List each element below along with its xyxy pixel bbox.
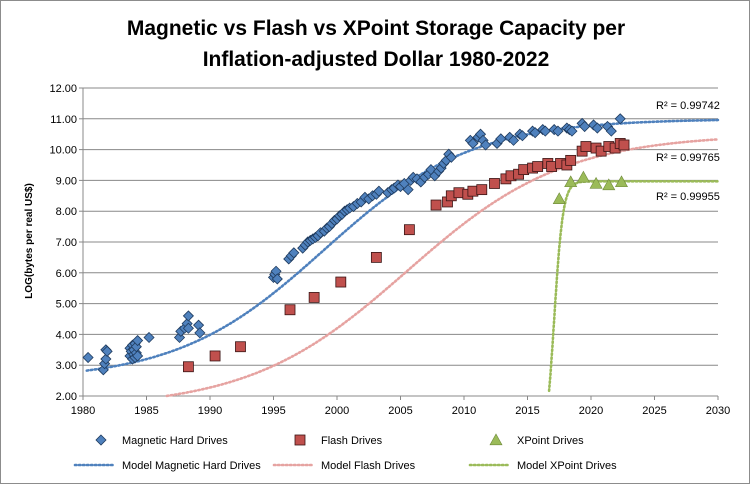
legend-swatch-xpoint [489, 433, 503, 446]
x-tick-label: 1985 [134, 405, 158, 417]
point-flash [532, 161, 544, 172]
y-tick-label: 5.00 [56, 299, 77, 311]
point-magnetic [288, 247, 300, 259]
x-tick-label: 1995 [261, 405, 285, 417]
data-points [82, 113, 630, 376]
point-magnetic [402, 184, 414, 196]
point-magnetic [101, 345, 113, 357]
y-tick-label: 10.00 [49, 145, 77, 157]
x-tick-label: 2030 [706, 405, 730, 417]
point-magnetic [100, 353, 112, 365]
y-tick-label: 9.00 [56, 175, 77, 187]
point-flash [308, 292, 320, 303]
point-magnetic [132, 334, 144, 347]
legend-label-xpoint: XPoint Drives [517, 435, 584, 447]
y-tick-label: 12.00 [49, 83, 77, 95]
point-flash [403, 224, 415, 236]
point-magnetic [591, 122, 603, 134]
point-xpoint [589, 176, 603, 189]
point-xpoint [614, 175, 628, 188]
legend-swatch-magnetic [95, 434, 107, 446]
legend-swatch-flash [294, 434, 306, 446]
point-magnetic [507, 134, 520, 146]
point-magnetic [614, 113, 626, 125]
point-magnetic [271, 273, 283, 285]
point-magnetic [579, 120, 591, 133]
point-magnetic [194, 327, 206, 339]
point-magnetic [552, 125, 564, 137]
x-tick-label: 2015 [515, 405, 539, 417]
point-magnetic [480, 139, 492, 151]
legend-label-flash: Flash Drives [321, 435, 383, 447]
point-magnetic [566, 125, 578, 137]
point-flash [209, 350, 221, 362]
point-xpoint [576, 170, 590, 183]
point-magnetic [445, 151, 457, 163]
point-flash [335, 276, 347, 288]
point-magnetic [605, 125, 617, 137]
chart-title-line-2: Inflation-adjusted Dollar 1980-2022 [203, 48, 550, 71]
grid-lines [83, 87, 718, 366]
y-axis-title: LOG(bytes per real US$) [24, 183, 35, 299]
point-magnetic [182, 322, 194, 334]
chart-title: Magnetic vs Flash vs XPoint Storage Capa… [127, 17, 625, 71]
point-xpoint [602, 178, 616, 191]
point-flash [476, 184, 488, 196]
point-magnetic [132, 350, 144, 362]
model-curves [85, 118, 720, 398]
point-flash [235, 341, 246, 353]
legend-label-magnetic: Magnetic Hard Drives [122, 435, 228, 447]
y-tick-label: 6.00 [56, 268, 77, 280]
x-tick-label: 2010 [452, 405, 476, 417]
r2-label-xpoint: R² = 0.99955 [656, 191, 720, 203]
y-tick-label: 4.00 [56, 329, 77, 341]
y-tick-label: 3.00 [56, 360, 77, 372]
r2-label-magnetic: R² = 0.99742 [656, 100, 720, 112]
point-flash [489, 178, 500, 189]
point-flash [580, 141, 592, 152]
point-flash [284, 304, 296, 316]
point-magnetic [82, 351, 94, 364]
point-magnetic [539, 125, 551, 137]
x-tick-label: 2025 [642, 405, 666, 417]
r2-label-flash: R² = 0.99765 [656, 152, 720, 164]
y-tick-label: 8.00 [56, 206, 77, 218]
legend-label-model-magnetic: Model Magnetic Hard Drives [122, 460, 261, 472]
point-magnetic [529, 127, 541, 139]
x-tick-label: 1990 [198, 405, 222, 417]
x-tick-label: 2000 [325, 405, 349, 417]
point-flash [618, 139, 630, 151]
model-curve-flash [165, 138, 720, 398]
axes: 2.00 3.00 4.00 5.00 6.00 7.00 8.00 9.00 10.00 11.… [49, 83, 730, 417]
point-magnetic [516, 130, 528, 142]
x-tick-label: 2005 [388, 405, 412, 417]
point-flash [430, 199, 442, 211]
point-xpoint [552, 192, 566, 204]
y-tick-label: 11.00 [50, 114, 77, 126]
point-flash [370, 251, 382, 263]
chart-title-line-1: Magnetic vs Flash vs XPoint Storage Capa… [127, 17, 625, 40]
point-magnetic [143, 331, 155, 344]
legend: Magnetic Hard Drives Flash Drives XPoint… [73, 433, 617, 472]
model-curve-xpoint [547, 180, 720, 393]
legend-label-model-xpoint: Model XPoint Drives [517, 460, 617, 472]
y-tick-label: 2.00 [56, 391, 77, 403]
x-tick-label: 1980 [71, 405, 95, 417]
legend-label-model-flash: Model Flash Drives [321, 460, 416, 472]
point-magnetic [373, 185, 385, 197]
point-flash [183, 361, 194, 373]
x-tick-label: 2020 [579, 405, 603, 417]
y-tick-label: 7.00 [56, 237, 77, 249]
point-flash [565, 154, 577, 166]
point-magnetic [495, 133, 507, 145]
point-magnetic [182, 310, 194, 322]
r2-labels: R² = 0.99742 R² = 0.99765 R² = 0.99955 [656, 100, 720, 203]
point-magnetic [467, 137, 479, 150]
point-xpoint [564, 175, 578, 188]
